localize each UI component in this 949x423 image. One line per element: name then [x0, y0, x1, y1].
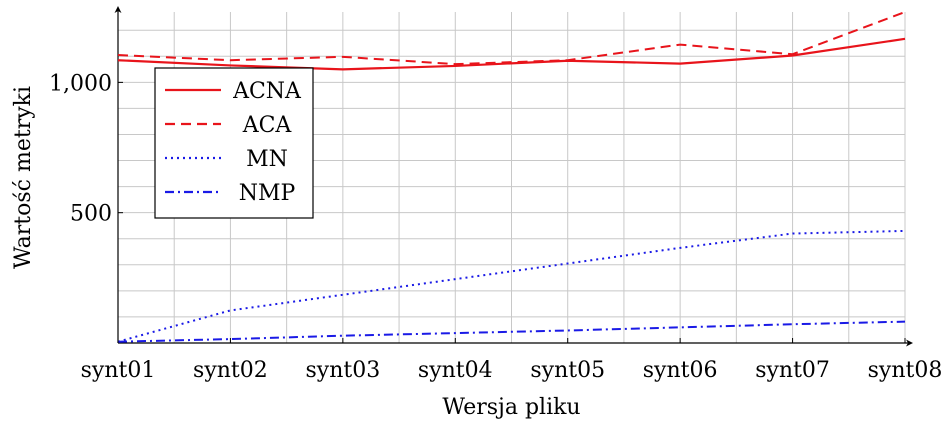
- x-tick-label: synt04: [418, 358, 493, 383]
- y-tick-labels: 500 1,000: [49, 71, 123, 227]
- x-tick-label: synt06: [643, 358, 718, 383]
- x-tick-label: synt08: [868, 358, 943, 383]
- series-lines: [117, 11, 906, 343]
- x-tick-label: synt03: [305, 358, 380, 383]
- legend-box: [154, 67, 314, 219]
- legend-label: NMP: [239, 181, 296, 206]
- legend: ACNA ACA MN NMP: [154, 67, 314, 219]
- y-axis-title: Wartość metryki: [11, 86, 36, 269]
- x-axis-title: Wersja pliku: [442, 395, 580, 420]
- legend-label: ACNA: [232, 79, 302, 104]
- x-tick-label: synt01: [81, 358, 156, 383]
- series-line-acna: [117, 37, 906, 71]
- x-tick-labels: synt01 synt02 synt03 synt04 synt05 synt06 synt…: [81, 338, 943, 383]
- y-axis-arrow: [114, 6, 122, 13]
- legend-label: MN: [246, 147, 288, 172]
- series-line-nmp: [117, 320, 906, 343]
- x-tick-label: synt05: [530, 358, 605, 383]
- series-line-aca: [117, 11, 906, 66]
- legend-label: ACA: [242, 113, 293, 138]
- axes: [114, 6, 913, 347]
- y-tick-label: 500: [70, 202, 112, 227]
- x-tick-label: synt02: [193, 358, 268, 383]
- x-tick-label: synt07: [755, 358, 830, 383]
- x-axis-arrow: [906, 339, 913, 347]
- y-tick-label: 1,000: [49, 71, 112, 96]
